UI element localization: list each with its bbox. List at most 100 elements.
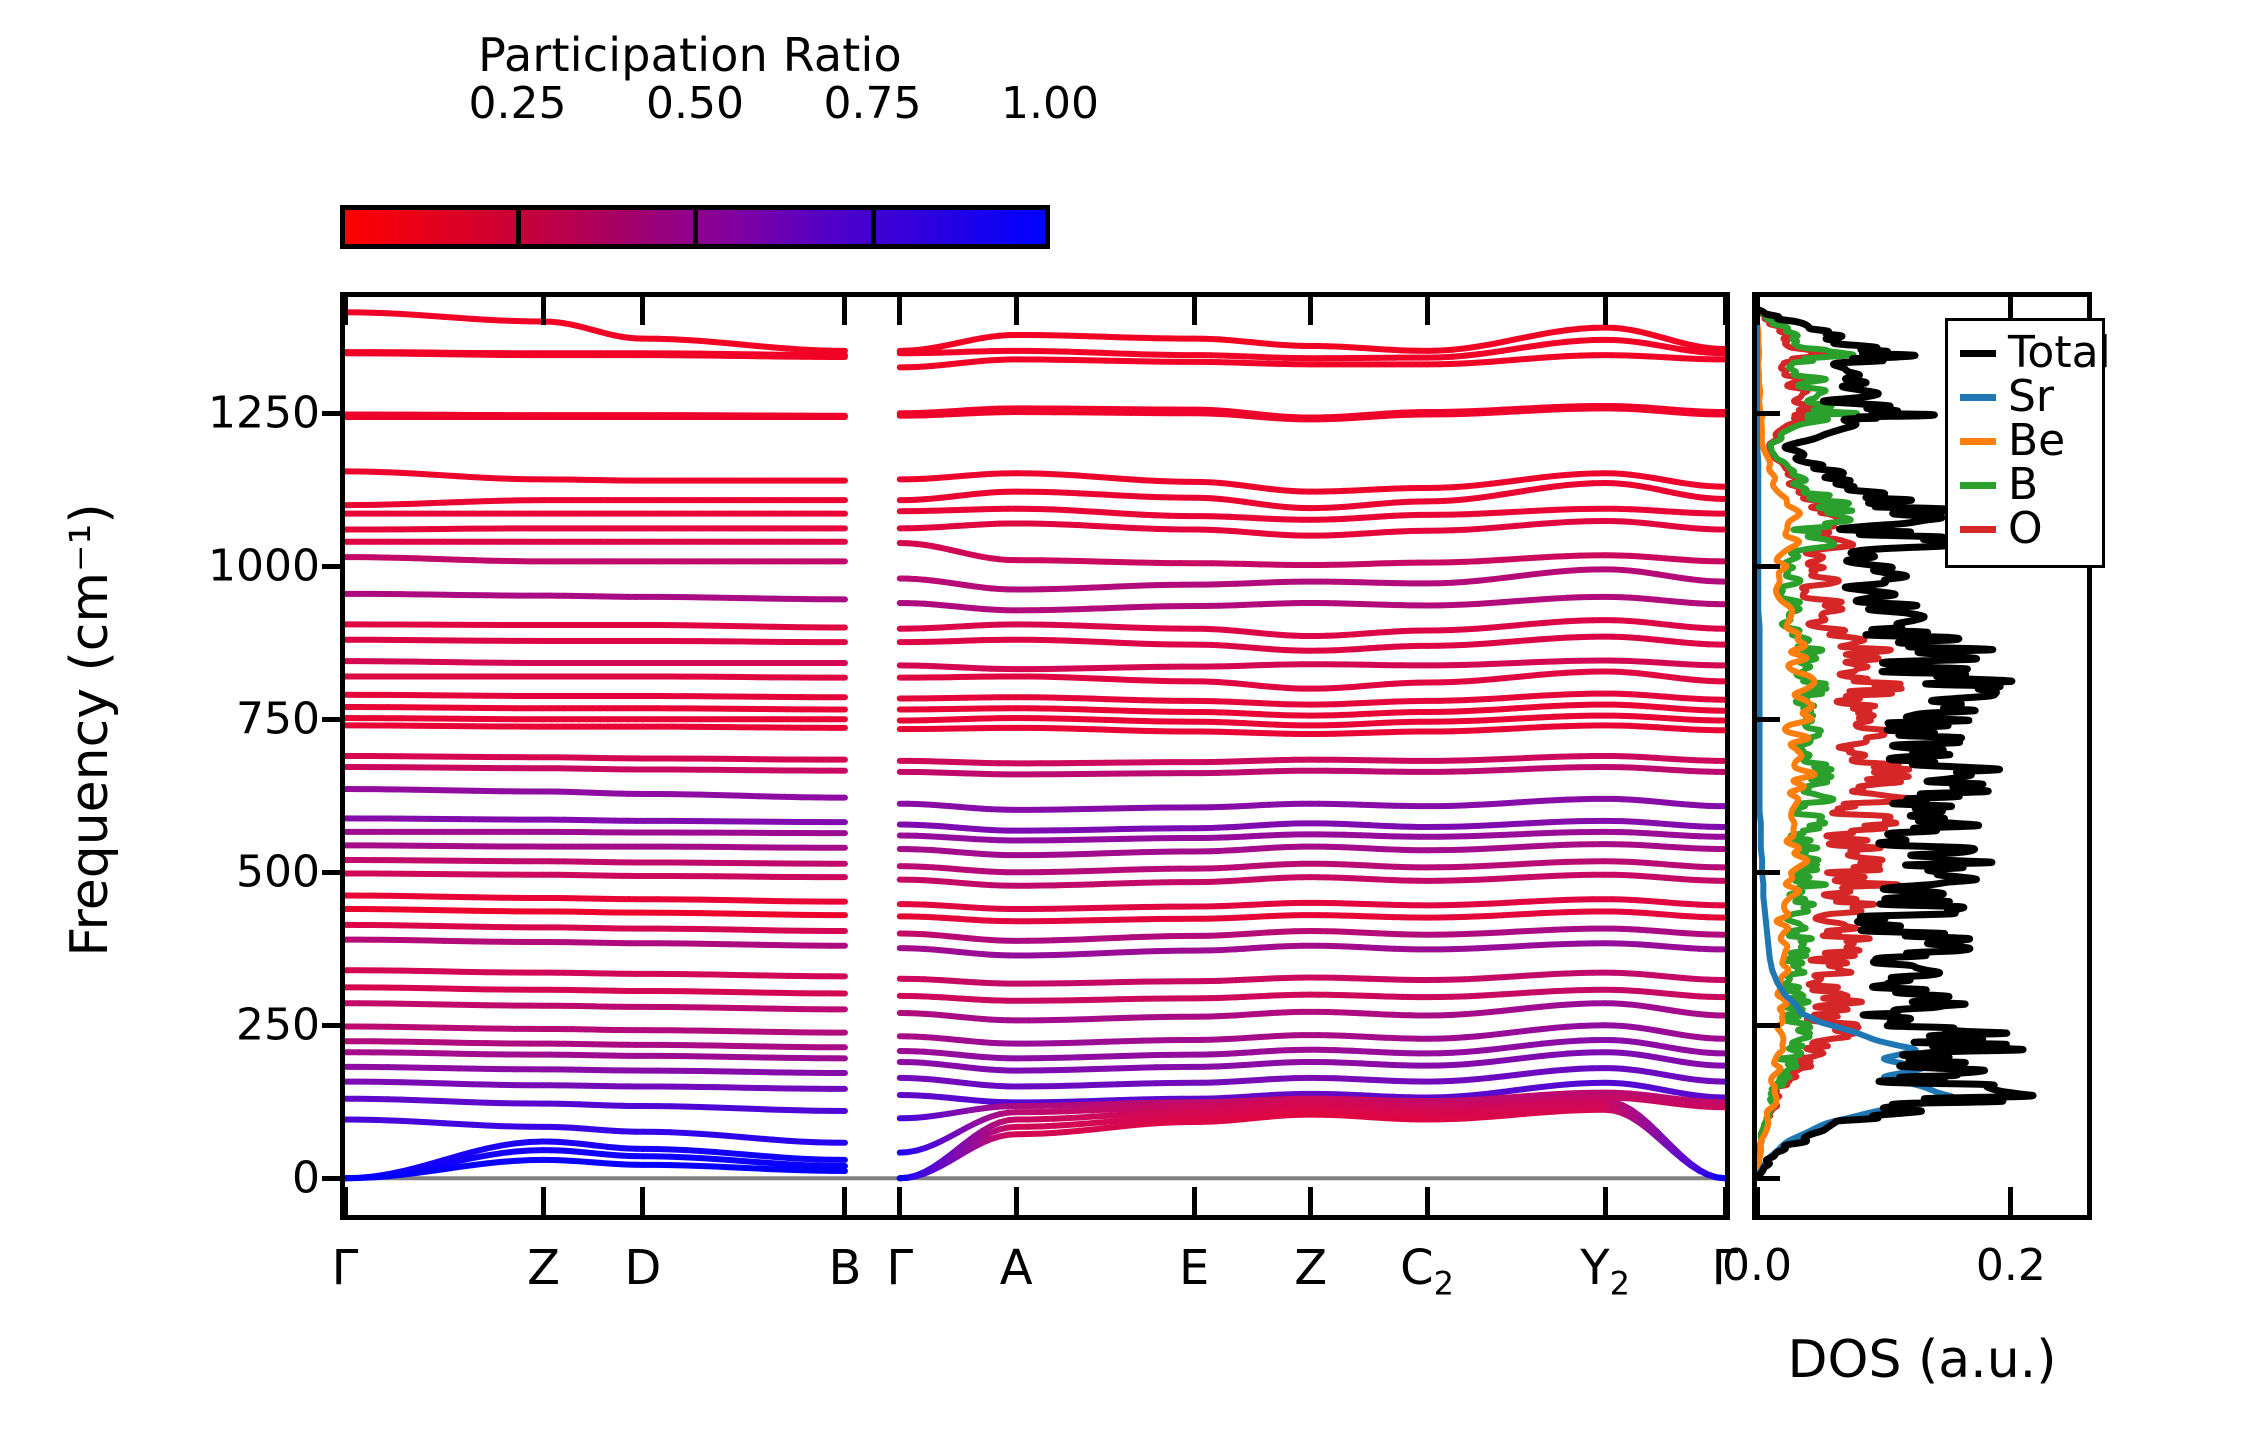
phonon-band	[345, 841, 1725, 859]
phonon-band	[345, 701, 1725, 719]
x-tickmark	[842, 297, 848, 325]
phonon-band	[345, 350, 1725, 371]
dos-y-tickmark	[1757, 1022, 1780, 1028]
kpath-tick-1: Z	[527, 1240, 561, 1296]
phonon-band	[345, 1036, 1725, 1062]
legend-swatch-icon	[1960, 481, 1996, 489]
phonon-band	[345, 617, 1725, 640]
x-tickmark	[1013, 297, 1019, 325]
kpath-tick-4: Γ	[886, 1240, 914, 1296]
legend-item-total[interactable]: Total	[1948, 331, 2111, 375]
dos-curve-be	[1757, 309, 1818, 1179]
dos-curve-total	[1757, 305, 2037, 1181]
phonon-band	[345, 857, 1725, 876]
legend-item-be[interactable]: Be	[1948, 419, 2102, 463]
dos-curve-sr	[1757, 309, 1958, 1180]
kpath-tick-10: Γ	[1711, 1240, 1739, 1296]
dos-x-tickmark	[2008, 297, 2014, 325]
legend-swatch-icon	[1960, 437, 1996, 445]
legend-swatch-icon	[1960, 393, 1996, 401]
legend-swatch-icon	[1960, 349, 1996, 357]
band-structure-plot	[345, 309, 1725, 1182]
dos-y-tickmark	[1757, 1175, 1780, 1181]
x-tickmark	[897, 1187, 903, 1215]
legend-item-o[interactable]: O	[1948, 507, 2102, 551]
frequency-tick-500: 500	[236, 846, 320, 898]
kpath-tick-6: E	[1179, 1240, 1210, 1296]
x-tickmark	[1013, 1187, 1019, 1215]
kpath-tick-8: C2	[1400, 1240, 1455, 1303]
frequency-tick-1000: 1000	[208, 540, 320, 592]
colorbar-tick-0.25: 0.25	[468, 78, 567, 129]
phonon-band	[345, 590, 1725, 614]
phonon-band	[345, 786, 1725, 813]
x-tickmark	[1602, 1187, 1608, 1215]
phonon-band	[345, 870, 1725, 889]
phonon-band	[345, 921, 1725, 944]
dos-curve-o	[1757, 306, 1916, 1179]
phonon-band	[345, 1000, 1725, 1024]
phonon-band	[345, 828, 1725, 844]
dos-y-tickmark	[1757, 716, 1780, 722]
phonon-band	[345, 815, 1725, 834]
legend-label: Sr	[2008, 371, 2055, 422]
x-tickmark	[1722, 1187, 1728, 1215]
phonon-band	[345, 892, 1725, 912]
phonon-band	[345, 1106, 1725, 1182]
band-structure-axes	[340, 292, 1730, 1220]
phonon-band	[345, 1022, 1725, 1047]
colorbar-tick-0.75: 0.75	[823, 78, 922, 129]
kpath-tick-0: Γ	[331, 1240, 359, 1296]
x-tickmark	[1308, 297, 1314, 325]
x-tickmark	[842, 1187, 848, 1215]
kpath-tick-2: D	[624, 1240, 662, 1296]
phonon-band	[345, 309, 1725, 354]
x-tickmark	[1308, 1187, 1314, 1215]
phonon-band	[345, 468, 1725, 495]
x-tickmark	[1424, 297, 1430, 325]
x-tickmark	[640, 1187, 646, 1215]
colorbar-title: Participation Ratio	[478, 28, 902, 82]
x-tickmark	[541, 1187, 547, 1215]
phonon-band	[345, 753, 1725, 767]
legend-item-b[interactable]: B	[1948, 463, 2102, 507]
phonon-band	[345, 668, 1725, 692]
x-tickmark	[640, 297, 646, 325]
legend-label: O	[2008, 503, 2043, 554]
phonon-band	[345, 984, 1725, 1004]
x-tickmark	[897, 297, 903, 325]
x-tickmark	[1424, 1187, 1430, 1215]
colorbar-divider	[870, 205, 876, 249]
colorbar-tick-1.00: 1.00	[1001, 78, 1099, 129]
dos-legend: Total Sr Be B O	[1945, 318, 2111, 568]
phonon-band	[345, 1049, 1725, 1074]
dos-x-tickmark	[2008, 1187, 2014, 1215]
phonon-band	[345, 967, 1725, 987]
dos-y-tickmark	[1757, 869, 1780, 875]
legend-label: Be	[2008, 415, 2066, 466]
y-tickmark	[322, 563, 345, 569]
phonon-band	[345, 554, 1725, 593]
dos-y-tickmark	[1757, 410, 1780, 416]
x-tickmark	[1191, 1187, 1197, 1215]
x-tickmark	[1602, 297, 1608, 325]
x-tickmark	[342, 1187, 348, 1215]
dos-curve-b	[1757, 306, 1860, 1179]
frequency-axis-title: Frequency (cm⁻¹)	[60, 503, 120, 957]
legend-item-sr[interactable]: Sr	[1948, 375, 2102, 419]
phonon-band	[345, 517, 1725, 539]
phonon-band	[345, 538, 1725, 569]
phonon-band	[345, 1078, 1725, 1106]
phonon-band	[345, 712, 1725, 729]
y-tickmark	[322, 1022, 345, 1028]
dos-x-tickmark	[1754, 1187, 1760, 1215]
legend-label: B	[2008, 459, 2039, 510]
kpath-tick-9: Y2	[1580, 1240, 1630, 1303]
phonon-band	[345, 657, 1725, 673]
x-tickmark	[342, 297, 348, 325]
kpath-tick-7: Z	[1294, 1240, 1328, 1296]
colorbar-divider	[515, 205, 521, 249]
phonon-band	[345, 1089, 1725, 1122]
dos-tick-0.0: 0.0	[1722, 1240, 1792, 1291]
y-tickmark	[322, 716, 345, 722]
